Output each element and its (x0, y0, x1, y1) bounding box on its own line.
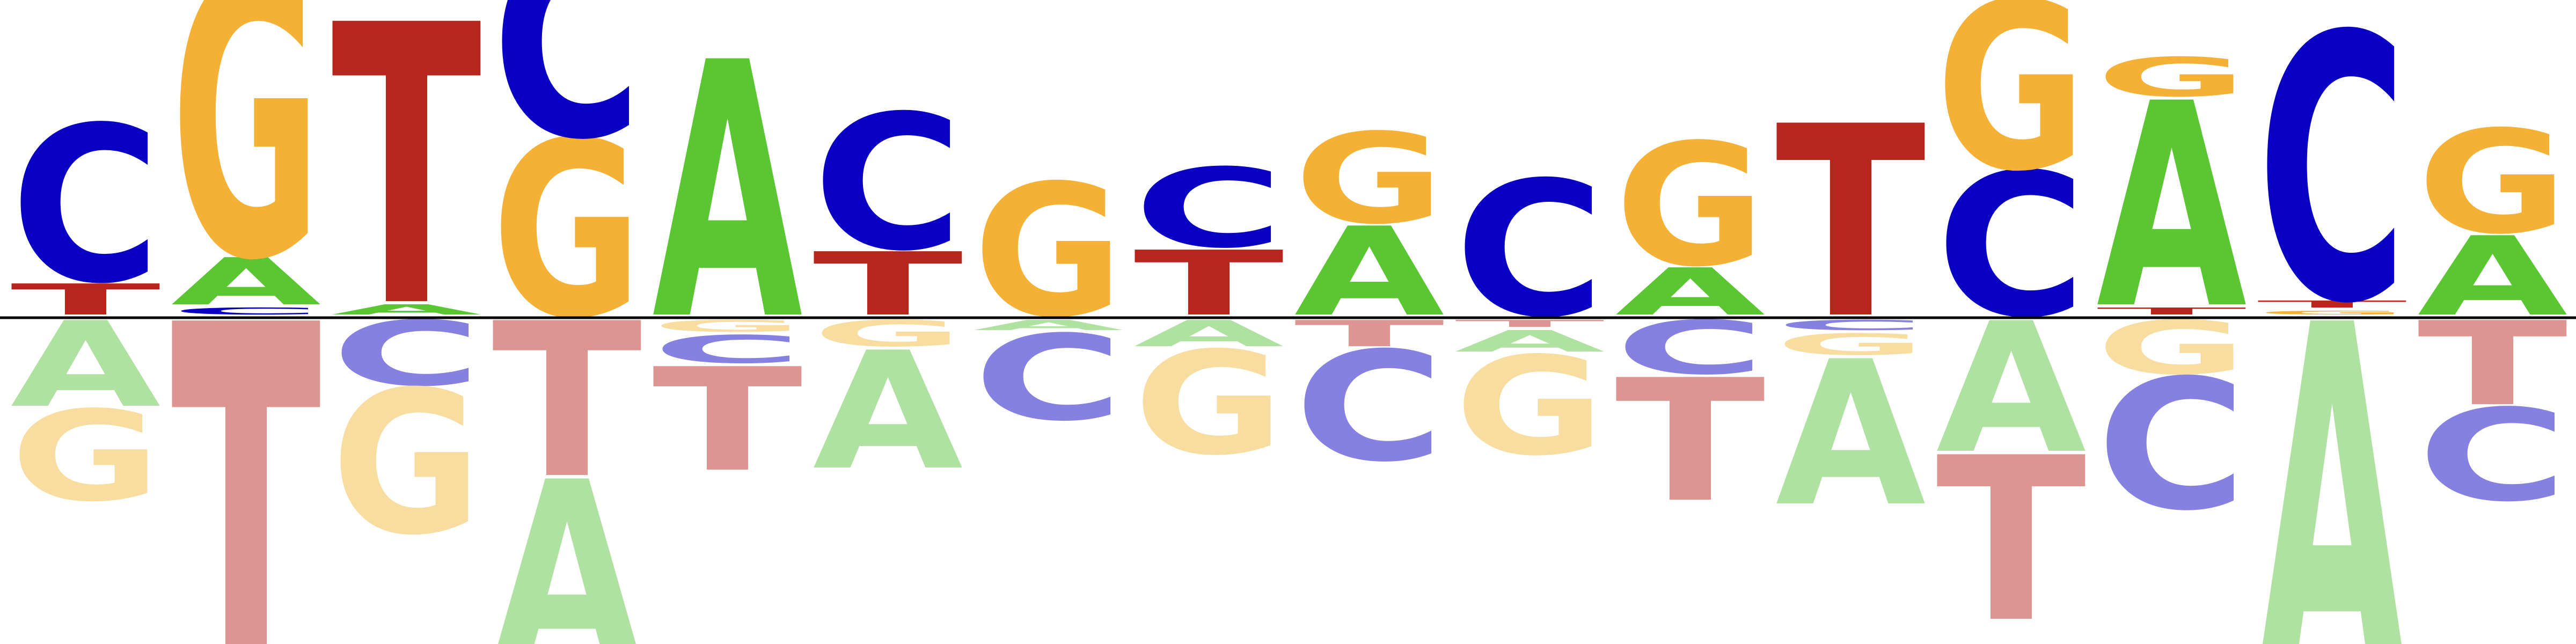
logo-letter-g-pos4: G (492, 91, 642, 372)
logo-letter-g-pos9: G (1294, 107, 1445, 252)
logo-letter-c-neg3: C (332, 303, 482, 406)
logo-letter-a-pos9: A (1294, 202, 1446, 343)
logo-letter-t-pos14: T (2097, 305, 2248, 317)
logo-letter-c-pos1: C (11, 82, 161, 332)
logo-letter-c-neg14: C (2097, 341, 2247, 551)
logo-letter-t-neg2: T (171, 200, 323, 644)
logo-letter-g-pos15: G (2257, 310, 2407, 316)
logo-letter-c-neg16: C (2418, 383, 2568, 530)
logo-letter-c-pos2: C (171, 305, 321, 317)
logo-letter-a-neg13: A (1936, 285, 2088, 494)
logo-letter-c-pos4: C (492, 0, 642, 196)
logo-letter-t-pos12: T (1776, 70, 1927, 377)
logo-letter-g-pos14: G (2097, 47, 2247, 109)
logo-letter-t-neg4: T (492, 279, 643, 525)
logo-letter-a-neg7: A (974, 317, 1125, 333)
logo-letter-a-neg1: A (11, 296, 163, 434)
logo-letter-a-pos2: A (171, 244, 323, 319)
logo-letter-g-pos11: G (1615, 108, 1766, 304)
logo-letter-c-neg5: C (653, 327, 803, 372)
logo-letter-t-neg13: T (1936, 409, 2088, 644)
logo-letter-t-neg11: T (1615, 344, 1767, 540)
logo-letter-a-neg4: A (492, 428, 644, 644)
logo-letter-c-pos13: C (1936, 132, 2087, 362)
logo-letter-g-neg5: G (653, 317, 803, 335)
logo-letter-c-pos6: C (813, 76, 963, 292)
logo-letter-a-neg10: A (1455, 324, 1607, 358)
logo-letter-c-pos10: C (1455, 142, 1605, 358)
logo-letter-t-neg9: T (1294, 313, 1446, 355)
logo-letter-t-neg10: T (1455, 318, 1606, 329)
logo-letter-c-neg11: C (1615, 305, 1766, 391)
logo-letter-g-neg14: G (2097, 306, 2247, 391)
logo-letter-g-pos7: G (974, 147, 1124, 357)
logo-letter-c-neg9: C (1294, 319, 1445, 495)
logo-letter-g-neg3: G (332, 349, 482, 579)
logo-letter-g-neg1: G (11, 384, 161, 529)
logo-letter-a-neg12: A (1776, 319, 1928, 551)
logo-letter-c-pos8: C (1134, 145, 1284, 272)
logo-letter-a-pos5: A (653, 0, 804, 398)
logo-letter-a-neg6: A (813, 317, 965, 506)
logo-letter-t-pos3: T (332, 0, 483, 392)
logo-letter-t-pos15: T (2257, 298, 2409, 310)
logo-letter-t-pos1: T (11, 275, 162, 324)
logo-letter-g-pos2: G (171, 0, 321, 345)
logo-letter-g-neg8: G (1134, 321, 1284, 487)
logo-letter-a-neg8: A (1134, 313, 1286, 355)
logo-letter-g-neg10: G (1455, 328, 1605, 485)
logo-letter-a-pos16: A (2418, 214, 2570, 341)
logo-letter-c-neg12: C (1776, 317, 1926, 333)
logo-letter-t-neg16: T (2418, 297, 2569, 431)
logo-letter-t-neg5: T (653, 339, 804, 503)
logo-letter-c-pos15: C (2257, 0, 2407, 383)
logo-letter-g-neg12: G (1776, 327, 1926, 362)
logo-letter-g-pos16: G (2418, 100, 2568, 266)
logo-letter-a-pos3: A (332, 302, 484, 318)
logo-letter-g-pos13: G (1936, 0, 2087, 222)
logo-letter-c-neg7: C (974, 310, 1124, 447)
logo-letter-a-neg15: A (2257, 224, 2409, 644)
logo-letter-g-neg6: G (813, 313, 963, 355)
